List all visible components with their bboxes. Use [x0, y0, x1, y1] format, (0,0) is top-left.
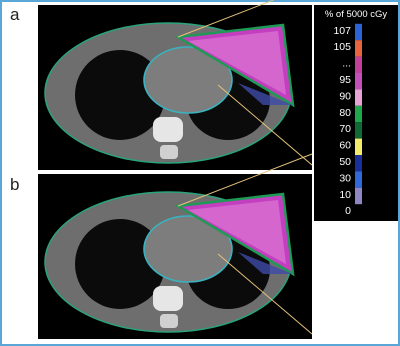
- legend-swatch: [355, 89, 362, 106]
- legend-swatch: [355, 171, 362, 188]
- ct-image-b: [36, 152, 314, 341]
- panel-label: a: [10, 5, 20, 24]
- legend-label: 50: [339, 156, 351, 168]
- legend-swatch: [355, 56, 362, 73]
- legend-label: 70: [339, 123, 351, 135]
- legend-label: 0: [345, 205, 351, 217]
- legend-label: 90: [339, 90, 351, 102]
- legend-label: 30: [339, 172, 351, 184]
- legend-label: 107: [333, 25, 351, 37]
- legend-swatch: [355, 122, 362, 139]
- legend-swatch: [355, 23, 362, 41]
- legend-label: 80: [339, 107, 351, 119]
- legend-label: ...: [342, 58, 351, 70]
- ct-image-a: [36, 0, 314, 172]
- legend-swatch: [355, 138, 362, 155]
- legend-swatch: [355, 155, 362, 172]
- legend-label: 105: [333, 41, 351, 53]
- legend-label: 60: [339, 140, 351, 152]
- legend-title: % of 5000 cGy: [325, 9, 388, 20]
- legend-label: 10: [339, 189, 351, 201]
- legend-swatch: [355, 73, 362, 90]
- legend-label: 95: [339, 74, 351, 86]
- legend-swatch: [355, 105, 362, 123]
- legend-swatch: [355, 40, 362, 57]
- legend-swatch: [355, 187, 362, 205]
- panel-label: b: [10, 175, 19, 194]
